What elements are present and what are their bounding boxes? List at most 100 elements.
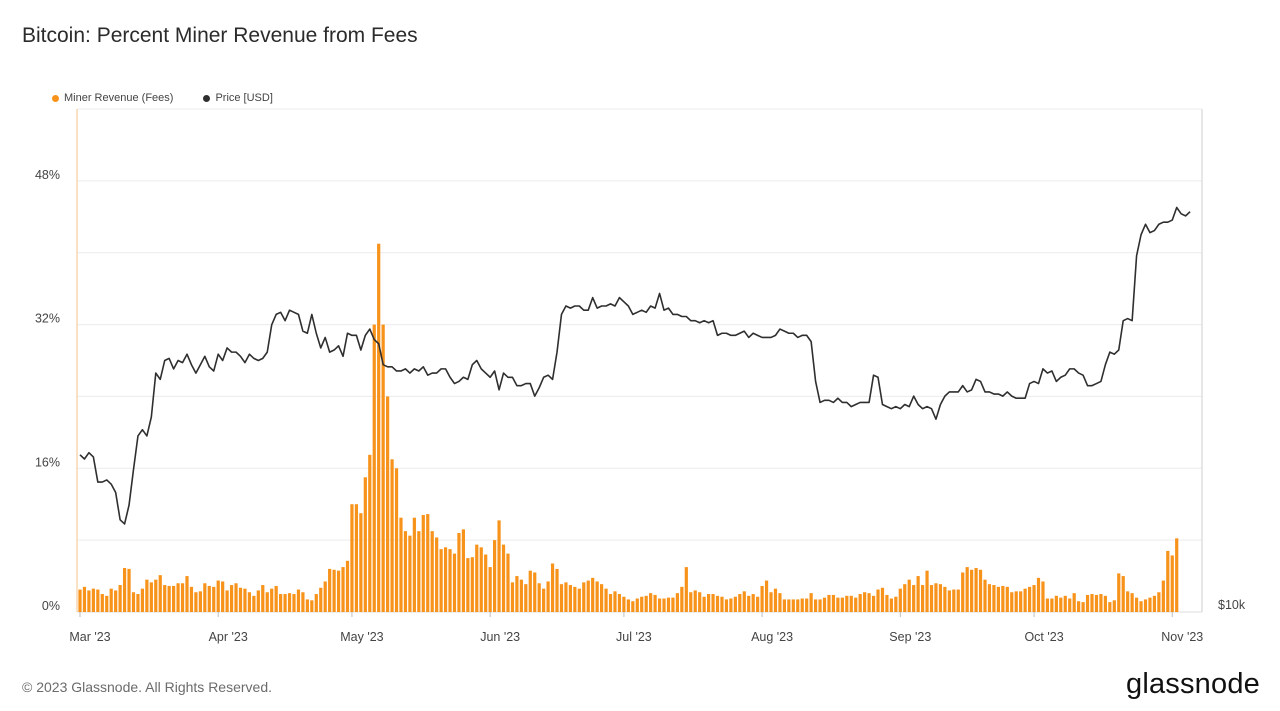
fee-bar — [435, 537, 439, 612]
fee-bar — [122, 567, 127, 612]
fee-bar — [96, 589, 100, 612]
x-tick-label: Jun '23 — [480, 630, 520, 644]
fee-bar — [1108, 602, 1112, 612]
fee-bar — [631, 601, 635, 612]
fee-bar — [198, 591, 202, 612]
fee-bar — [136, 594, 140, 612]
fee-bar — [756, 596, 760, 612]
y-tick-label: 0% — [42, 599, 60, 613]
fee-bar — [992, 585, 996, 612]
fee-bar — [497, 520, 501, 612]
fee-bar — [310, 600, 314, 612]
fee-bar — [635, 598, 639, 612]
fee-bar — [836, 597, 840, 612]
x-tick-label: Sep '23 — [889, 630, 931, 644]
fee-bar — [943, 586, 947, 612]
fee-bar — [1139, 601, 1143, 612]
fee-bar — [528, 570, 532, 612]
fee-bar — [243, 588, 247, 612]
fee-bar — [1166, 550, 1170, 612]
fee-bar — [305, 599, 309, 612]
fee-bar — [390, 459, 394, 612]
fee-bar — [493, 540, 497, 612]
fee-bar — [1112, 600, 1116, 612]
fee-bar — [956, 589, 960, 612]
fee-bar — [417, 531, 421, 612]
fee-bar — [1041, 581, 1045, 612]
fee-bar — [1170, 555, 1174, 612]
fee-bar — [78, 589, 82, 612]
fee-bars — [78, 243, 1179, 613]
fee-bar — [172, 585, 176, 612]
fee-bar — [533, 572, 537, 612]
fee-bar — [377, 243, 381, 613]
fee-bar — [131, 592, 136, 612]
fee-bar — [662, 598, 666, 612]
fee-bar — [796, 599, 800, 612]
fee-bar — [729, 598, 733, 612]
fee-bar — [916, 576, 920, 612]
fee-bar — [189, 586, 194, 612]
legend-item-fees[interactable]: Miner Revenue (Fees) — [52, 92, 173, 104]
fee-bar — [488, 567, 492, 612]
x-tick-label: May '23 — [340, 630, 383, 644]
fee-bar — [484, 554, 488, 612]
fee-bar — [1148, 597, 1152, 612]
price-line-group — [79, 206, 1191, 525]
fee-bar — [818, 599, 822, 612]
fee-bar — [907, 579, 911, 612]
fee-bar — [158, 575, 162, 612]
fee-bar — [787, 599, 791, 612]
fee-bar — [403, 531, 408, 612]
fee-bar — [470, 557, 474, 612]
fee-bar — [965, 567, 969, 612]
legend-item-price[interactable]: Price [USD] — [203, 92, 273, 104]
fee-bar — [212, 586, 216, 612]
fee-bar — [778, 593, 782, 612]
fee-bar — [274, 585, 278, 612]
fee-bar — [1134, 597, 1139, 612]
fee-bar — [586, 580, 590, 612]
fee-bar — [1050, 598, 1054, 612]
fee-bar — [368, 454, 372, 612]
fee-bar — [568, 585, 572, 612]
fee-bar — [430, 531, 434, 612]
fee-bar — [564, 582, 568, 612]
fee-bar — [938, 584, 943, 612]
fee-bar — [546, 581, 550, 612]
fee-bar — [216, 580, 220, 612]
fee-bar — [582, 582, 586, 612]
fee-bar — [600, 584, 604, 612]
y-tick-label: 16% — [35, 455, 60, 469]
fee-bar — [898, 588, 902, 612]
fee-bar — [880, 587, 885, 612]
fee-bar — [1103, 595, 1107, 612]
fee-bar — [555, 568, 559, 612]
fee-bar — [82, 586, 87, 612]
fee-bar — [381, 324, 385, 612]
fee-bar — [354, 504, 359, 612]
fee-bar — [805, 598, 809, 612]
fee-bar — [1023, 588, 1027, 612]
fee-bar — [559, 584, 564, 612]
fee-bar — [314, 594, 318, 612]
fee-bar — [604, 588, 608, 612]
fee-bar — [180, 583, 185, 612]
fee-bar — [1126, 591, 1130, 612]
fee-bar — [386, 396, 390, 612]
x-tick-label: Mar '23 — [69, 630, 110, 644]
fee-bar — [996, 586, 1000, 612]
fee-bar — [328, 568, 332, 612]
fee-bar — [524, 584, 528, 612]
fee-bar — [283, 594, 287, 612]
fee-bar — [684, 567, 688, 612]
fee-bar — [537, 583, 541, 612]
x-tick-label: Aug '23 — [751, 630, 793, 644]
fee-bar — [1130, 593, 1134, 612]
fee-bar — [1077, 601, 1081, 612]
fee-bar — [711, 594, 715, 612]
fee-bar — [791, 599, 795, 612]
fee-bar — [1175, 538, 1179, 612]
fee-bar — [934, 583, 938, 612]
